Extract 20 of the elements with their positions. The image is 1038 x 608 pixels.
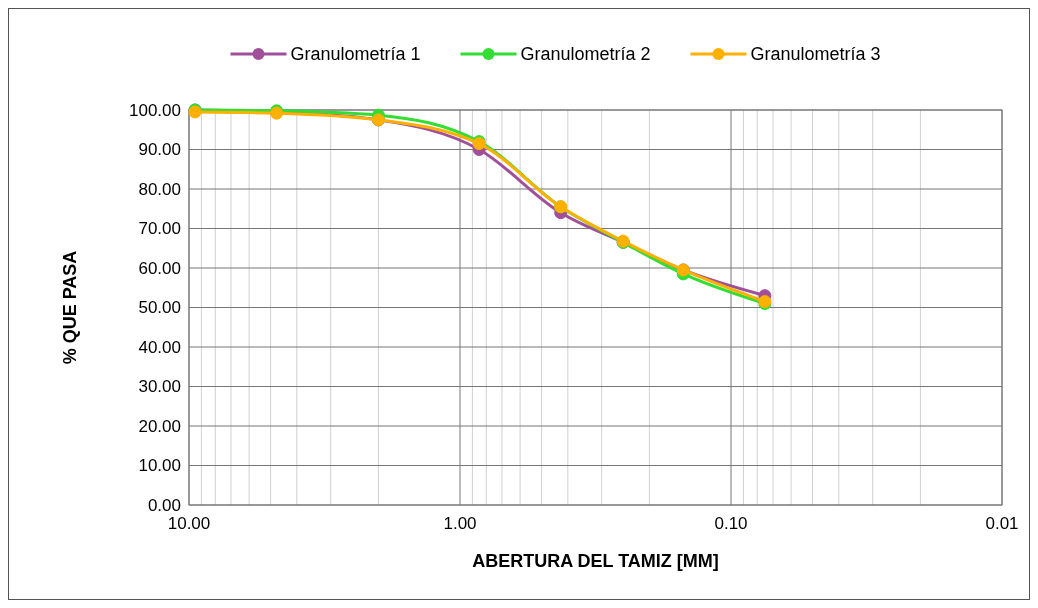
legend-label: Granulometría 2 xyxy=(520,44,651,65)
y-tick-label: 100.00 xyxy=(129,100,181,120)
y-tick-label: 90.00 xyxy=(138,140,181,160)
y-axis-title: % QUE PASA xyxy=(60,250,80,365)
x-axis-title: ABERTURA DEL TAMIZ [MM] xyxy=(472,551,719,571)
y-tick-label: 70.00 xyxy=(138,219,181,239)
x-tick-label: 10.00 xyxy=(167,514,211,533)
y-tick-label: 0.00 xyxy=(147,495,181,515)
legend-label: Granulometría 3 xyxy=(750,44,881,65)
x-tick-label: 0.10 xyxy=(714,514,748,533)
x-tick-label: 0.01 xyxy=(985,514,1019,533)
y-tick-label: 80.00 xyxy=(138,179,181,199)
y-tick-label: 30.00 xyxy=(138,377,181,397)
y-tick-label: 40.00 xyxy=(138,337,181,357)
y-tick-label: 50.00 xyxy=(138,298,181,318)
y-tick-label: 10.00 xyxy=(138,456,181,476)
y-tick-label: 60.00 xyxy=(138,258,181,278)
y-tick-label: 20.00 xyxy=(138,416,181,436)
legend-label: Granulometría 1 xyxy=(290,44,421,65)
x-tick-label: 1.00 xyxy=(443,514,477,533)
